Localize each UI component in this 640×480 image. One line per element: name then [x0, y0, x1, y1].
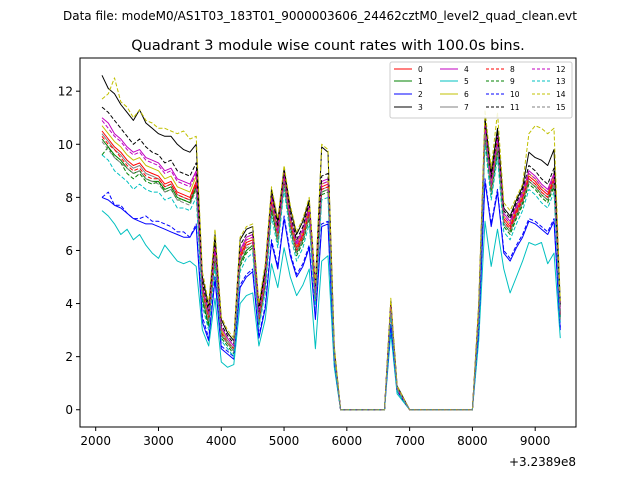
- legend-label-5: 5: [464, 77, 469, 86]
- series-line-12: [101, 120, 561, 411]
- legend-label-2: 2: [418, 90, 423, 99]
- legend-label-10: 10: [510, 90, 520, 99]
- legend-label-4: 4: [464, 65, 469, 74]
- legend-label-1: 1: [418, 77, 423, 86]
- y-tick-label: 10: [58, 138, 73, 152]
- x-tick-label: 4000: [206, 434, 237, 448]
- legend-box: [389, 61, 573, 119]
- x-tick-label: 8000: [457, 434, 488, 448]
- legend-label-6: 6: [464, 90, 469, 99]
- legend-label-7: 7: [464, 103, 469, 112]
- x-tick-label: 9000: [520, 434, 551, 448]
- series-line-5: [101, 210, 561, 411]
- legend-label-8: 8: [510, 65, 515, 74]
- x-tick-label: 3000: [143, 434, 174, 448]
- y-tick-label: 2: [65, 350, 73, 364]
- legend-label-0: 0: [418, 65, 423, 74]
- chart-title: Quadrant 3 module wise count rates with …: [131, 38, 525, 54]
- y-tick-label: 0: [65, 403, 73, 417]
- axes-frame: [79, 57, 577, 428]
- legend-label-9: 9: [510, 77, 515, 86]
- plot-series: [101, 75, 561, 411]
- x-tick-label: 2000: [80, 434, 111, 448]
- legend-label-12: 12: [556, 65, 566, 74]
- series-line-10: [101, 178, 561, 411]
- x-tick-label: 6000: [332, 434, 363, 448]
- series-line-15: [101, 133, 561, 411]
- x-tick-label: 7000: [394, 434, 425, 448]
- y-tick-label: 6: [65, 244, 73, 258]
- legend-label-15: 15: [556, 103, 566, 112]
- x-axis: 2000 3000 4000 5000 6000 7000 8000 9000: [80, 427, 550, 448]
- series-line-13: [101, 143, 561, 411]
- y-tick-label: 4: [65, 297, 73, 311]
- suptitle: Data file: modeM0/AS1T03_183T01_90000036…: [63, 9, 577, 23]
- x-offset-label: +3.2389e8: [509, 455, 576, 469]
- x-tick-label: 5000: [269, 434, 300, 448]
- legend-label-11: 11: [510, 103, 520, 112]
- y-tick-label: 8: [65, 191, 73, 205]
- y-axis: 0 2 4 6 8 10 12: [58, 85, 80, 417]
- legend-label-13: 13: [556, 77, 566, 86]
- y-tick-label: 12: [58, 85, 73, 99]
- legend-label-14: 14: [556, 90, 566, 99]
- legend-label-3: 3: [418, 103, 423, 112]
